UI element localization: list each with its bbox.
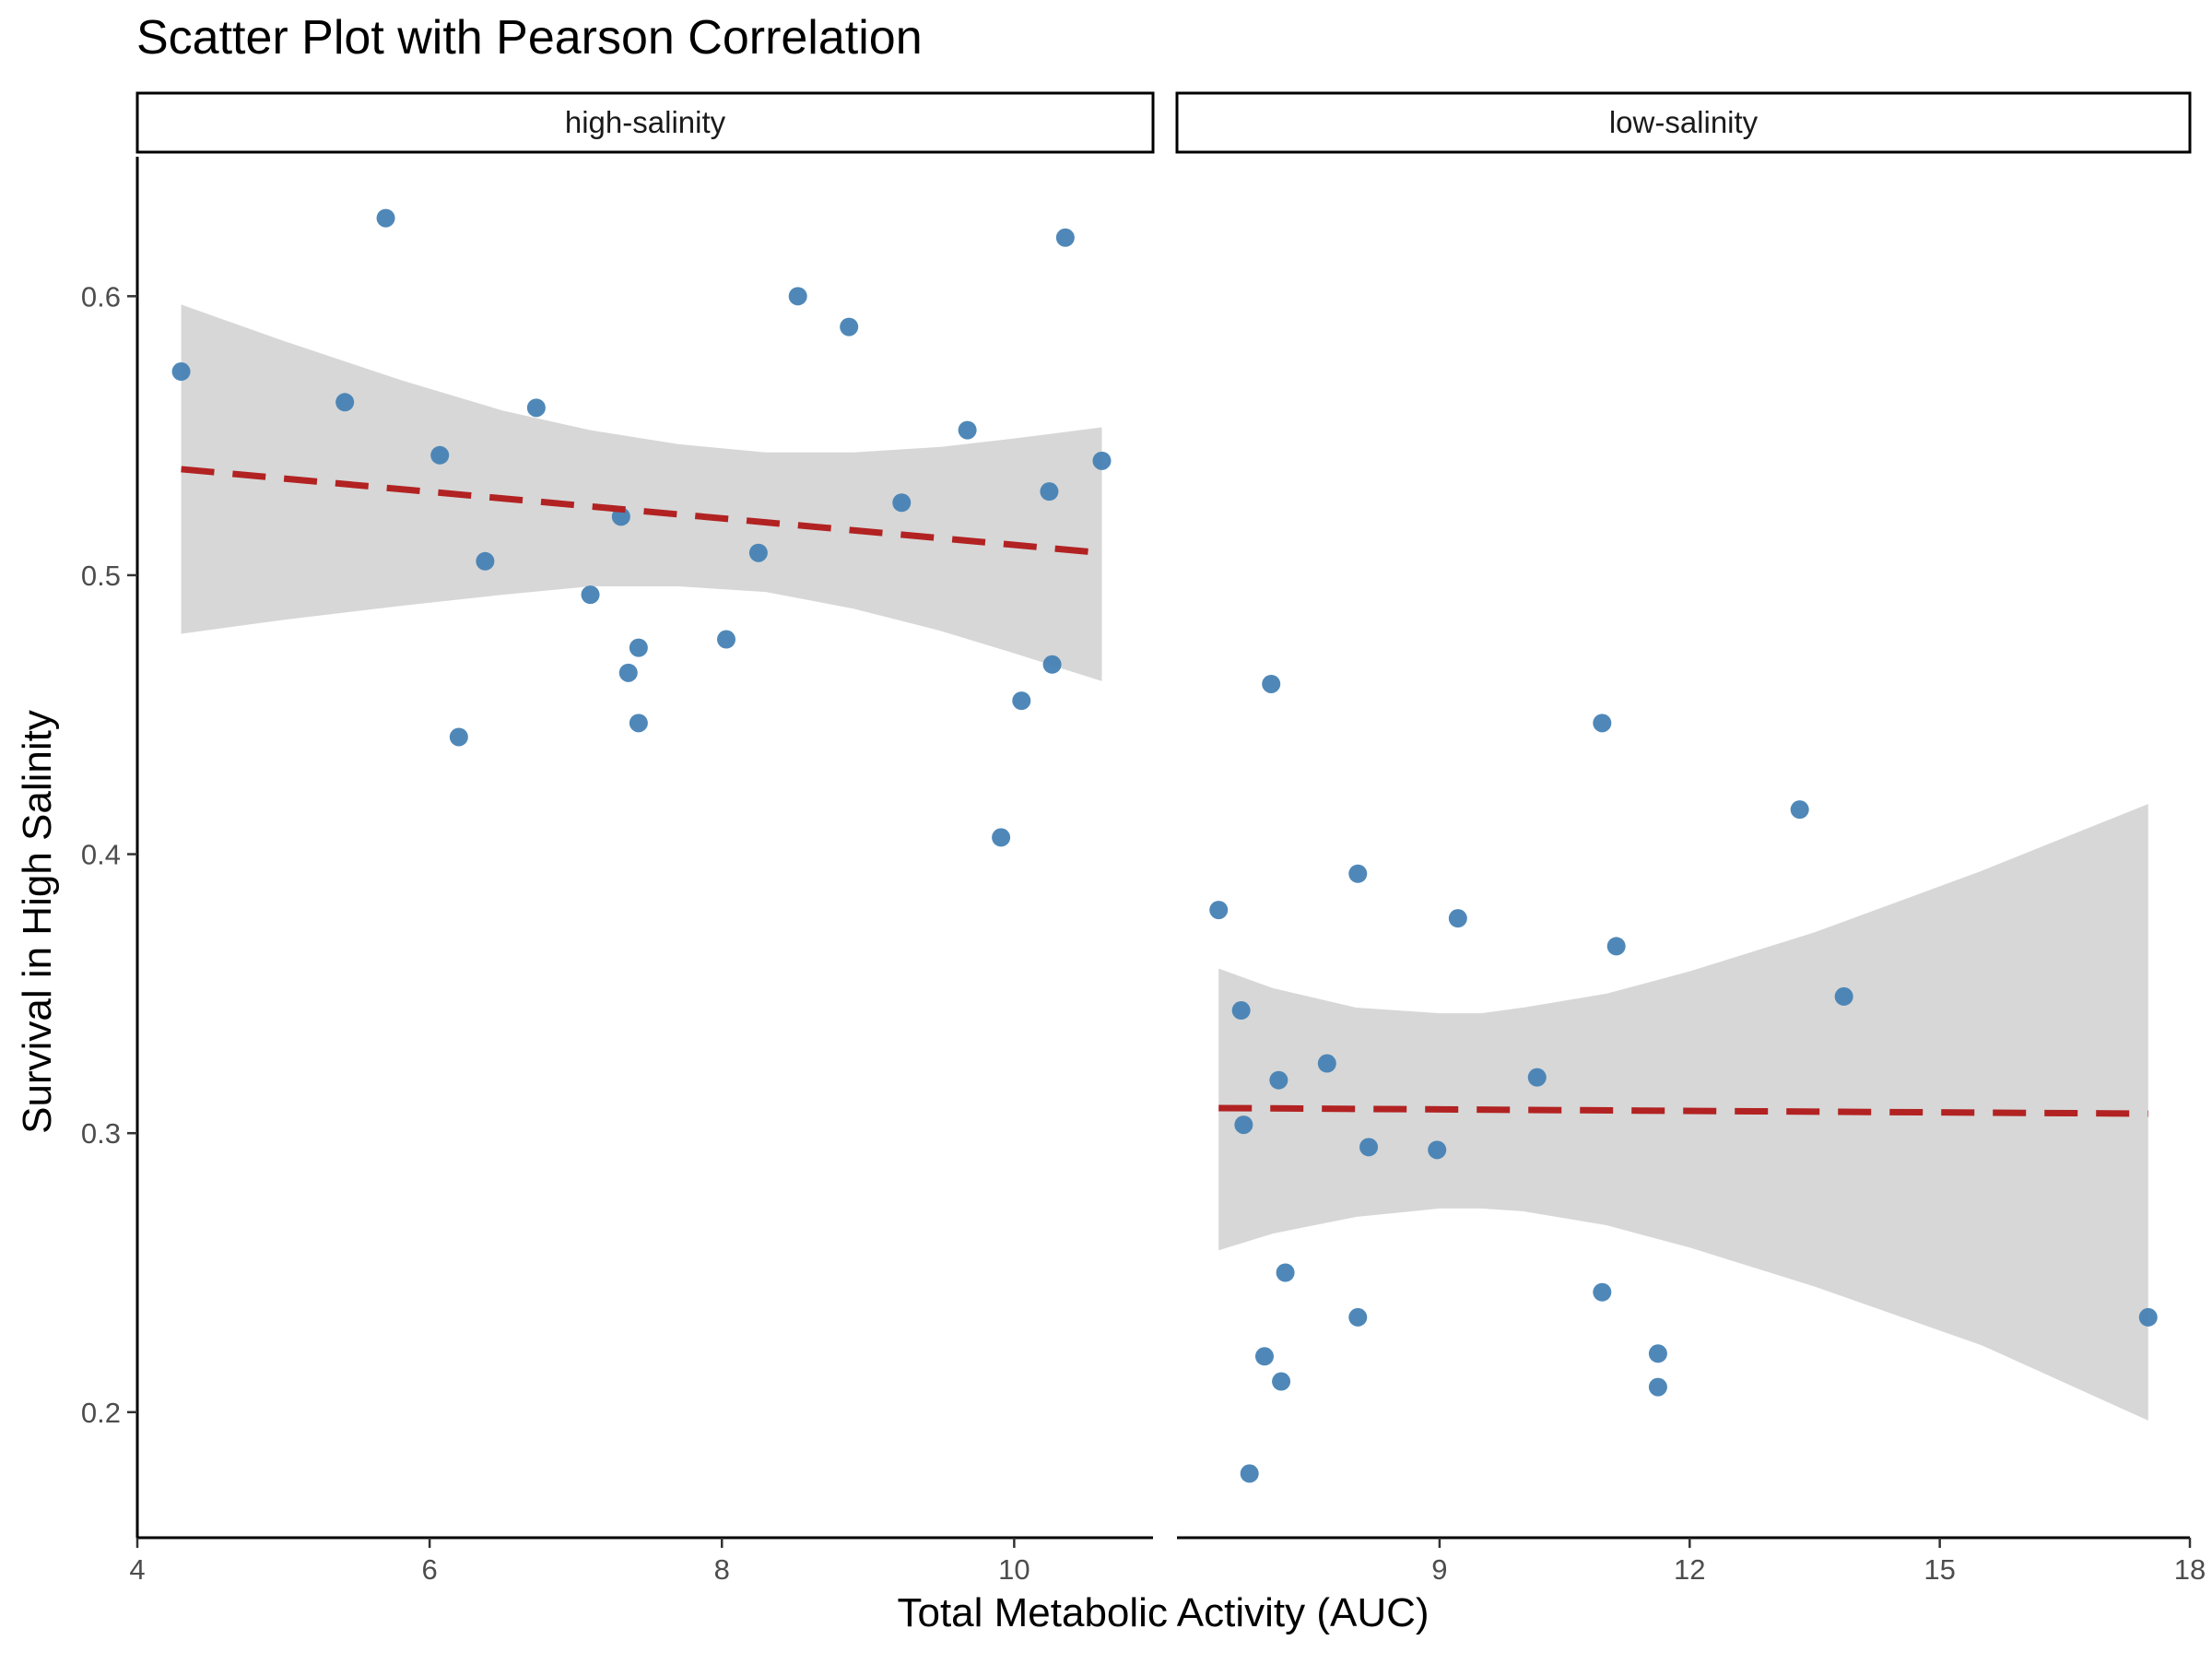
data-point bbox=[1428, 1140, 1447, 1160]
data-point bbox=[1648, 1377, 1667, 1397]
x-tick-label: 15 bbox=[1924, 1553, 1955, 1586]
data-point bbox=[1834, 986, 1853, 1006]
data-point bbox=[1527, 1068, 1547, 1087]
facet-label: high-salinity bbox=[565, 105, 726, 139]
facet-strip bbox=[1175, 91, 2192, 154]
points-group bbox=[171, 208, 1112, 847]
data-point bbox=[629, 638, 648, 657]
x-tick-label: 18 bbox=[2174, 1553, 2206, 1586]
data-point bbox=[1040, 482, 1059, 502]
x-axis-title: Total Metabolic Activity (AUC) bbox=[897, 1590, 1429, 1635]
data-point bbox=[376, 208, 395, 228]
data-point bbox=[611, 507, 630, 526]
data-point bbox=[1593, 714, 1612, 733]
data-point bbox=[1648, 1344, 1667, 1363]
y-axis-title: Survival in High Salinity bbox=[15, 710, 60, 1134]
y-tick-label: 0.4 bbox=[81, 839, 121, 871]
data-point bbox=[840, 317, 859, 336]
data-point bbox=[992, 828, 1011, 847]
data-point bbox=[892, 493, 912, 513]
data-point bbox=[1092, 451, 1112, 470]
panel-1: low-salinity 9 12 15 18 bbox=[1175, 91, 2206, 1586]
data-point bbox=[1593, 1282, 1612, 1302]
data-point bbox=[1055, 228, 1075, 247]
data-point bbox=[1231, 1001, 1251, 1021]
data-point bbox=[581, 585, 600, 605]
data-point bbox=[1359, 1138, 1379, 1157]
data-point bbox=[1272, 1372, 1291, 1391]
data-point bbox=[526, 398, 546, 418]
facet-label: low-salinity bbox=[1609, 105, 1759, 139]
data-point bbox=[476, 551, 495, 571]
data-point bbox=[1234, 1115, 1253, 1135]
data-point bbox=[2138, 1307, 2158, 1327]
x-tick-label: 9 bbox=[1431, 1553, 1447, 1586]
panel-0: high-salinity 4 6 8 10 0.2 0.3 0.4 0.5 0.6 bbox=[81, 91, 1155, 1586]
data-point bbox=[430, 445, 450, 465]
data-point bbox=[1348, 864, 1368, 883]
data-point bbox=[618, 663, 638, 682]
data-point bbox=[1254, 1347, 1274, 1366]
data-point bbox=[958, 420, 977, 440]
facet-strip bbox=[135, 91, 1155, 154]
panels-layer: high-salinity 4 6 8 10 0.2 0.3 0.4 0.5 0.6 low-sal… bbox=[81, 91, 2206, 1586]
data-point bbox=[449, 727, 468, 747]
data-point bbox=[1042, 655, 1062, 674]
points-group bbox=[1209, 674, 2158, 1483]
confidence-band bbox=[181, 304, 1102, 681]
data-point bbox=[1209, 901, 1229, 920]
y-tick-label: 0.2 bbox=[81, 1397, 121, 1429]
regression-line bbox=[1218, 1104, 2148, 1117]
data-point bbox=[1262, 674, 1281, 693]
data-point bbox=[1240, 1464, 1259, 1483]
data-point bbox=[1348, 1307, 1368, 1327]
data-point bbox=[335, 393, 355, 412]
data-point bbox=[1790, 800, 1809, 820]
y-tick-label: 0.3 bbox=[81, 1117, 121, 1150]
data-point bbox=[717, 630, 736, 649]
x-tick-label: 6 bbox=[421, 1553, 437, 1586]
x-tick-label: 12 bbox=[1674, 1553, 1705, 1586]
data-point bbox=[1269, 1070, 1288, 1090]
data-point bbox=[1012, 691, 1031, 711]
y-tick-label: 0.5 bbox=[81, 560, 121, 592]
data-point bbox=[1276, 1263, 1295, 1282]
data-point bbox=[1606, 937, 1626, 956]
data-point bbox=[748, 543, 768, 562]
y-tick-label: 0.6 bbox=[81, 280, 121, 313]
data-point bbox=[788, 287, 807, 306]
data-point bbox=[629, 714, 648, 733]
x-tick-label: 8 bbox=[714, 1553, 730, 1586]
data-point bbox=[1448, 909, 1467, 928]
chart-title: Scatter Plot with Pearson Correlation bbox=[136, 11, 923, 65]
data-point bbox=[1317, 1054, 1336, 1073]
x-tick-label: 4 bbox=[129, 1553, 145, 1586]
data-point bbox=[171, 362, 191, 382]
x-tick-label: 10 bbox=[998, 1553, 1030, 1586]
